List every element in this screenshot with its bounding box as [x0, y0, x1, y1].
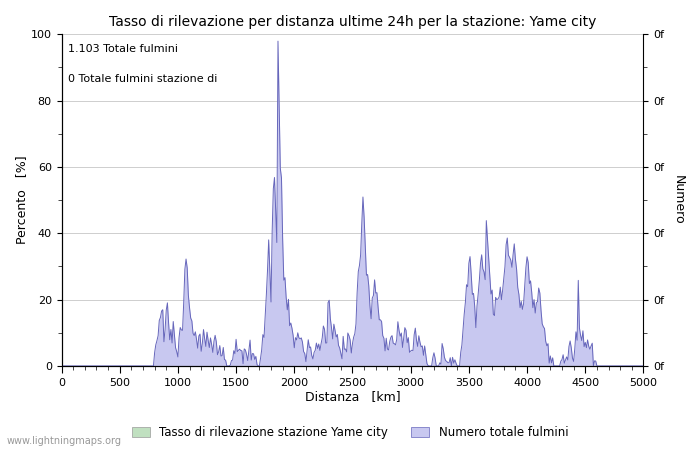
Title: Tasso di rilevazione per distanza ultime 24h per la stazione: Yame city: Tasso di rilevazione per distanza ultime…: [108, 15, 596, 29]
Text: 0 Totale fulmini stazione di: 0 Totale fulmini stazione di: [69, 74, 218, 84]
X-axis label: Distanza   [km]: Distanza [km]: [304, 391, 400, 404]
Y-axis label: Percento   [%]: Percento [%]: [15, 156, 28, 244]
Legend: Tasso di rilevazione stazione Yame city, Numero totale fulmini: Tasso di rilevazione stazione Yame city,…: [127, 422, 573, 444]
Y-axis label: Numero: Numero: [672, 176, 685, 225]
Text: 1.103 Totale fulmini: 1.103 Totale fulmini: [69, 44, 178, 54]
Text: www.lightningmaps.org: www.lightningmaps.org: [7, 436, 122, 446]
